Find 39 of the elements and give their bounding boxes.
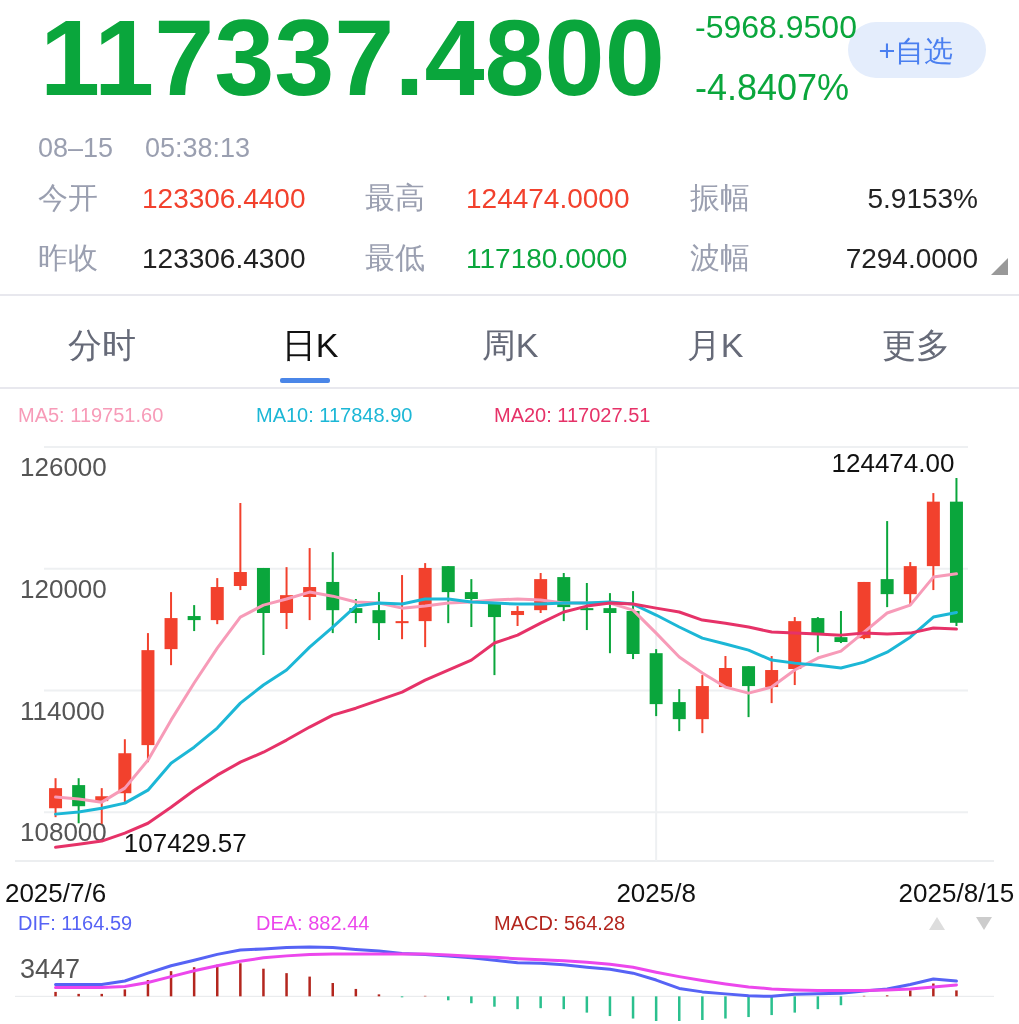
- data-note: 124474.00: [831, 447, 955, 478]
- card-text: 昨收: [38, 241, 98, 274]
- card-text: 更多: [882, 326, 950, 364]
- card-text: 今开: [38, 181, 98, 214]
- legend-item: MA10: 117848.90: [256, 404, 413, 426]
- card-text: 分时: [68, 326, 136, 364]
- card-text: 117180.0000: [466, 243, 628, 274]
- x-tick-label: 2025/8/15: [898, 878, 1015, 908]
- card-text: 7294.0000: [845, 243, 978, 274]
- legend-item: MA5: 119751.60: [18, 404, 164, 426]
- card-text: 周K: [481, 326, 539, 364]
- note: 3447: [20, 954, 81, 984]
- card-text: 波幅: [690, 241, 750, 274]
- card-text: 5.9153%: [867, 183, 978, 214]
- card-text: -4.8407%: [695, 67, 850, 108]
- data-note: 107429.57: [123, 827, 247, 858]
- card-text: 最高: [365, 181, 425, 214]
- card-text: 月K: [686, 326, 744, 364]
- legend-item: DIF: 1164.59: [18, 912, 133, 934]
- card-text: 124474.0000: [466, 183, 630, 214]
- card-text: 最低: [365, 241, 425, 274]
- card-text: 日K: [281, 326, 339, 364]
- card-text: 振幅: [690, 181, 750, 214]
- y-tick-label: 114000: [20, 695, 105, 726]
- legend-item: MACD: 564.28: [494, 912, 626, 934]
- x-tick-label: 2025/8: [616, 878, 696, 908]
- card-text: 123306.4300: [142, 243, 306, 274]
- card-text: 05:38:13: [145, 133, 251, 163]
- card-text: 117337.4800: [40, 0, 665, 118]
- card-text: 08–15: [38, 133, 114, 163]
- x-tick-label: 2025/7/6: [4, 878, 107, 908]
- card-text: +自选: [878, 35, 954, 67]
- y-tick-label: 108000: [20, 817, 107, 848]
- legend-item: DEA: 882.44: [256, 912, 370, 934]
- card-text: -5968.9500: [695, 9, 857, 45]
- legend-item: MA20: 117027.51: [494, 404, 651, 426]
- card-text: 123306.4400: [142, 183, 306, 214]
- y-tick-label: 126000: [20, 452, 107, 482]
- y-tick-label: 120000: [20, 573, 107, 604]
